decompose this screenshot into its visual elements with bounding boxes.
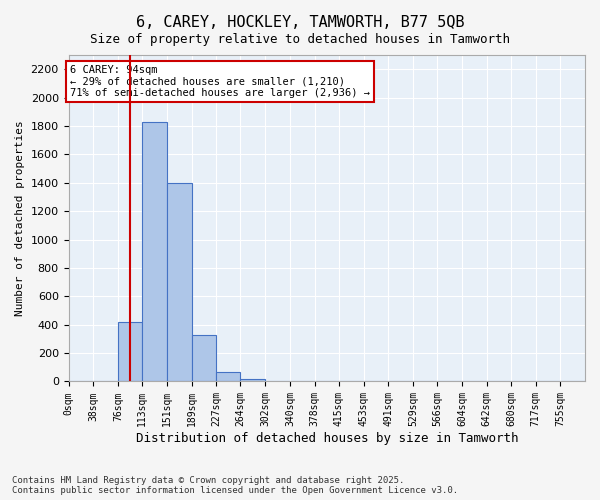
- Text: 6 CAREY: 94sqm
← 29% of detached houses are smaller (1,210)
71% of semi-detached: 6 CAREY: 94sqm ← 29% of detached houses …: [70, 65, 370, 98]
- X-axis label: Distribution of detached houses by size in Tamworth: Distribution of detached houses by size …: [136, 432, 518, 445]
- Bar: [191, 334, 217, 382]
- Bar: [241, 380, 265, 382]
- Bar: [118, 322, 142, 382]
- Text: 6, CAREY, HOCKLEY, TAMWORTH, B77 5QB: 6, CAREY, HOCKLEY, TAMWORTH, B77 5QB: [136, 15, 464, 30]
- Bar: [142, 122, 167, 382]
- Bar: [167, 182, 191, 382]
- Text: Contains HM Land Registry data © Crown copyright and database right 2025.
Contai: Contains HM Land Registry data © Crown c…: [12, 476, 458, 495]
- Bar: [217, 372, 241, 382]
- Y-axis label: Number of detached properties: Number of detached properties: [15, 120, 25, 316]
- Text: Size of property relative to detached houses in Tamworth: Size of property relative to detached ho…: [90, 32, 510, 46]
